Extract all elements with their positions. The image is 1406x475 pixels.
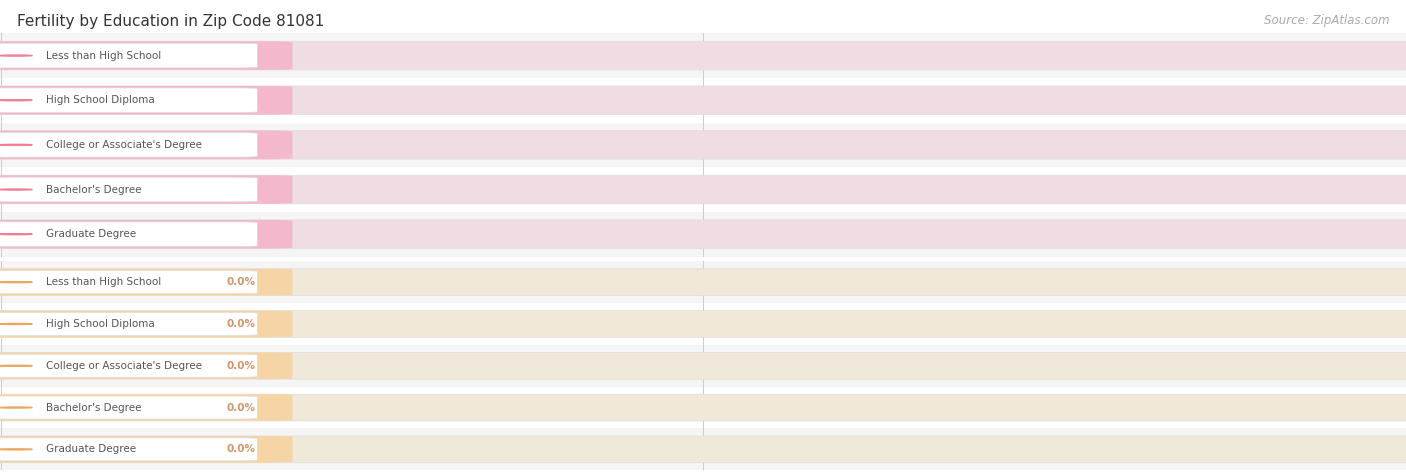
FancyBboxPatch shape [0,313,257,335]
FancyBboxPatch shape [0,387,1406,428]
FancyBboxPatch shape [0,41,292,70]
Text: High School Diploma: High School Diploma [46,319,155,329]
FancyBboxPatch shape [0,43,257,68]
FancyBboxPatch shape [0,311,292,337]
FancyBboxPatch shape [0,131,292,159]
FancyBboxPatch shape [0,394,1406,421]
Text: Fertility by Education in Zip Code 81081: Fertility by Education in Zip Code 81081 [17,14,325,29]
FancyBboxPatch shape [0,269,292,295]
Text: Bachelor's Degree: Bachelor's Degree [46,402,142,413]
FancyBboxPatch shape [0,86,292,114]
FancyBboxPatch shape [0,303,1406,345]
FancyBboxPatch shape [0,41,1406,70]
FancyBboxPatch shape [0,88,257,113]
FancyBboxPatch shape [0,261,1406,303]
Text: 0.0%: 0.0% [226,361,256,371]
Circle shape [0,407,32,408]
FancyBboxPatch shape [0,133,257,157]
Text: Less than High School: Less than High School [46,277,162,287]
Text: Bachelor's Degree: Bachelor's Degree [46,184,142,195]
FancyBboxPatch shape [0,396,257,419]
FancyBboxPatch shape [0,78,1406,123]
Circle shape [0,449,32,450]
Text: Graduate Degree: Graduate Degree [46,229,136,239]
FancyBboxPatch shape [0,175,1406,204]
Text: 0.0: 0.0 [238,184,256,195]
FancyBboxPatch shape [0,212,1406,256]
FancyBboxPatch shape [0,438,257,461]
FancyBboxPatch shape [0,177,257,202]
FancyBboxPatch shape [0,352,292,379]
Text: 0.0%: 0.0% [226,444,256,455]
FancyBboxPatch shape [0,131,1406,159]
FancyBboxPatch shape [0,86,1406,114]
Text: Graduate Degree: Graduate Degree [46,444,136,455]
Text: Less than High School: Less than High School [46,50,162,61]
FancyBboxPatch shape [0,311,1406,337]
Circle shape [0,323,32,324]
FancyBboxPatch shape [0,345,1406,387]
FancyBboxPatch shape [0,354,257,377]
Text: Source: ZipAtlas.com: Source: ZipAtlas.com [1264,14,1389,27]
Text: 0.0: 0.0 [238,140,256,150]
FancyBboxPatch shape [0,123,1406,167]
Text: College or Associate's Degree: College or Associate's Degree [46,361,202,371]
Circle shape [0,144,32,145]
FancyBboxPatch shape [0,33,1406,78]
Circle shape [0,189,32,190]
FancyBboxPatch shape [0,394,292,421]
FancyBboxPatch shape [0,436,292,463]
Text: High School Diploma: High School Diploma [46,95,155,105]
Text: 0.0%: 0.0% [226,277,256,287]
Text: 0.0: 0.0 [238,95,256,105]
Text: College or Associate's Degree: College or Associate's Degree [46,140,202,150]
Circle shape [0,55,32,56]
FancyBboxPatch shape [0,220,1406,248]
FancyBboxPatch shape [0,352,1406,379]
FancyBboxPatch shape [0,222,257,247]
FancyBboxPatch shape [0,167,1406,212]
Text: 0.0%: 0.0% [226,402,256,413]
Circle shape [0,365,32,366]
Text: 0.0: 0.0 [238,229,256,239]
FancyBboxPatch shape [0,428,1406,470]
FancyBboxPatch shape [0,175,292,204]
Text: 0.0%: 0.0% [226,319,256,329]
FancyBboxPatch shape [0,220,292,248]
Circle shape [0,100,32,101]
FancyBboxPatch shape [0,269,1406,295]
FancyBboxPatch shape [0,436,1406,463]
Text: 0.0: 0.0 [238,50,256,61]
FancyBboxPatch shape [0,271,257,294]
Circle shape [0,282,32,283]
Circle shape [0,234,32,235]
